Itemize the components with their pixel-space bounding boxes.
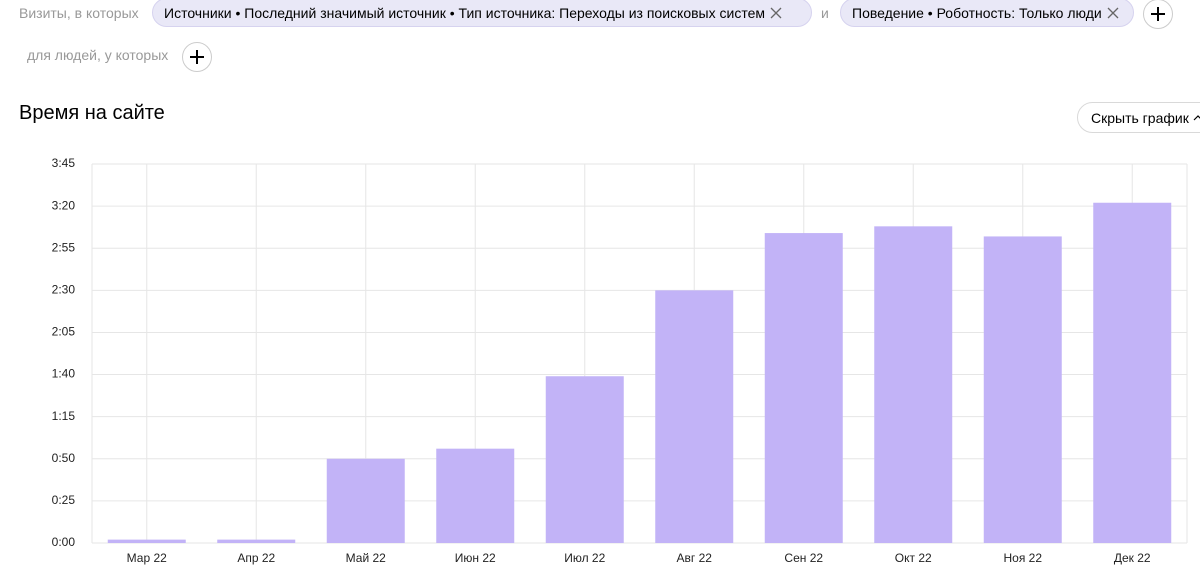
y-tick-label: 2:30 <box>52 283 76 297</box>
y-tick-label: 0:50 <box>52 451 76 465</box>
bar <box>874 226 953 543</box>
chip-text: Источники • Последний значимый источник … <box>164 4 765 21</box>
x-tick-label: Июл 22 <box>564 551 605 565</box>
x-tick-label: Май 22 <box>346 551 387 565</box>
chip-close[interactable] <box>1106 6 1120 20</box>
y-tick-label: 2:55 <box>52 240 76 254</box>
chart: 0:00 0:25 0:50 1:15 1:40 2:05 2:30 2:55 3:20 3:45… <box>52 156 1188 565</box>
button-text: Скрыть график <box>1091 109 1189 126</box>
x-tick-label: Сен 22 <box>784 551 823 565</box>
bar <box>764 233 843 543</box>
x-tick-label: Ноя 22 <box>1003 551 1042 565</box>
bar <box>326 458 405 543</box>
bar <box>983 236 1062 543</box>
add-filter-button[interactable] <box>1143 0 1173 29</box>
y-tick-label: 3:20 <box>52 198 76 212</box>
filter-chip[interactable]: Поведение • Роботность: Только люди <box>840 0 1134 27</box>
y-tick-label: 1:40 <box>52 367 76 381</box>
x-tick-label: Апр 22 <box>237 551 275 565</box>
bar <box>436 448 515 543</box>
people-prefix: для людей, у которых <box>27 47 169 63</box>
x-tick-label: Мар 22 <box>127 551 167 565</box>
caret <box>1193 114 1200 120</box>
plus-icon <box>1151 7 1165 21</box>
y-tick-label: 1:15 <box>52 409 76 423</box>
x-tick-label: Авг 22 <box>677 551 713 565</box>
filter-chip[interactable]: Источники • Последний значимый источник … <box>152 0 812 27</box>
x-tick-label: Июн 22 <box>455 551 496 565</box>
hide-chart-button[interactable]: Скрыть график <box>1077 102 1200 133</box>
y-tick-label: 3:45 <box>52 156 76 170</box>
y-tick-label: 2:05 <box>52 325 76 339</box>
add-people-filter-button[interactable] <box>182 42 212 72</box>
bar <box>655 290 734 543</box>
bar <box>107 539 186 543</box>
x-tick-label: Окт 22 <box>895 551 932 565</box>
plus-icon <box>190 50 204 64</box>
y-tick-label: 0:25 <box>52 493 76 507</box>
chip-close[interactable] <box>769 6 783 20</box>
y-tick-label: 0:00 <box>52 535 76 549</box>
filter-joiner: и <box>821 5 829 21</box>
filter-prefix: Визиты, в которых <box>19 5 139 21</box>
chart-title: Время на сайте <box>19 102 165 124</box>
bar <box>545 376 624 543</box>
chip-text: Поведение • Роботность: Только люди <box>852 4 1102 21</box>
bar <box>1093 202 1172 543</box>
x-tick-label: Дек 22 <box>1114 551 1151 565</box>
bar <box>217 539 296 543</box>
